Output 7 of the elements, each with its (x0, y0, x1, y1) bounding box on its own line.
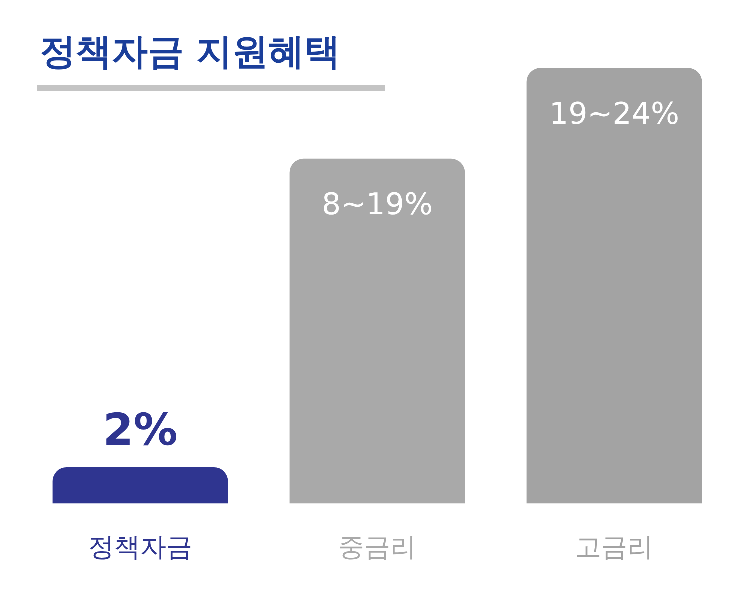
data-label: 8~19% (322, 188, 433, 223)
data-label: 2% (103, 404, 178, 456)
chart-title: 정책자금 지원혜택 (40, 31, 341, 75)
x-tick-label: 중금리 (338, 533, 416, 564)
x-tick-label: 정책자금 (88, 533, 192, 564)
data-label: 19~24% (550, 96, 680, 132)
x-tick-label: 고금리 (576, 533, 654, 564)
